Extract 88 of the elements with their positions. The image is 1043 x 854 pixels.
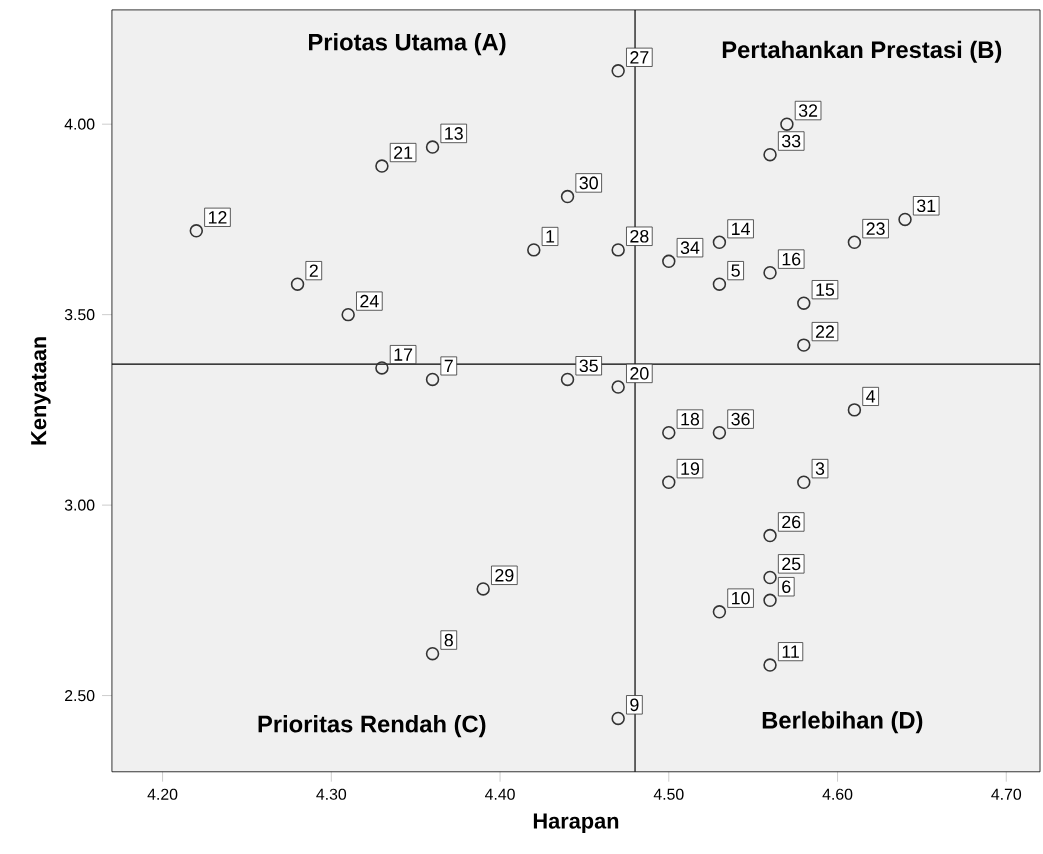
annotation: 10 xyxy=(732,591,750,605)
annotation: 27 xyxy=(630,51,649,64)
point xyxy=(611,380,625,394)
annotation: 16 xyxy=(782,252,801,266)
point xyxy=(898,212,912,227)
annotation: 1 xyxy=(546,230,555,243)
y-tick-label: 3.50 xyxy=(64,309,95,321)
annotation: 22 xyxy=(815,325,834,338)
point xyxy=(712,426,727,440)
point xyxy=(847,235,862,250)
annotation: 18 xyxy=(681,412,700,426)
annotation: 33 xyxy=(782,134,801,148)
annotation: 13 xyxy=(445,127,463,140)
annotation: Prioritas Rendah (C) xyxy=(258,715,486,738)
point xyxy=(290,277,305,291)
y-tick-label: 4.00 xyxy=(64,118,95,130)
point xyxy=(476,582,490,596)
annotation: 12 xyxy=(208,211,227,224)
point xyxy=(763,593,777,608)
annotation: 9 xyxy=(630,698,639,712)
x-tick-label: 4.20 xyxy=(147,788,178,800)
annotation: 28 xyxy=(630,229,649,243)
point xyxy=(763,147,777,162)
y-tick-label: 2.50 xyxy=(65,690,95,702)
x-tick-label: 4.70 xyxy=(991,788,1022,800)
x-tick-label: 4.50 xyxy=(653,788,684,800)
annotation: 36 xyxy=(731,412,750,426)
annotation: 15 xyxy=(816,283,835,296)
x-tick-label: 4.30 xyxy=(316,788,347,800)
annotation: 14 xyxy=(732,222,750,235)
annotation: 34 xyxy=(680,241,700,255)
annotation: 4 xyxy=(866,390,876,403)
annotation: 5 xyxy=(731,264,740,277)
point xyxy=(375,361,389,375)
point xyxy=(662,254,676,269)
annotation: 3 xyxy=(815,462,825,475)
point xyxy=(189,224,204,238)
point xyxy=(611,64,625,78)
point xyxy=(797,296,811,310)
point xyxy=(527,243,541,257)
point xyxy=(847,403,862,417)
annotation: 21 xyxy=(394,146,413,159)
annotation: Priotas Utama (A) xyxy=(309,33,506,56)
point xyxy=(780,117,794,131)
point xyxy=(341,307,355,322)
annotation: 20 xyxy=(630,367,649,380)
point xyxy=(375,159,389,173)
point xyxy=(425,140,440,154)
annotation: 31 xyxy=(916,199,936,213)
point xyxy=(712,605,727,619)
annotation: 6 xyxy=(782,580,791,594)
annotation: 19 xyxy=(681,462,700,475)
annotation: 7 xyxy=(444,359,453,373)
annotation: 32 xyxy=(798,104,818,117)
annotation: 35 xyxy=(579,359,598,373)
x-tick-label: 4.40 xyxy=(485,788,515,800)
point xyxy=(611,711,625,726)
point xyxy=(797,475,811,490)
point xyxy=(763,658,777,672)
annotation: Berlebihan (D) xyxy=(762,711,923,734)
point xyxy=(797,338,811,352)
annotation: 30 xyxy=(579,176,598,190)
point xyxy=(560,372,575,387)
annotation: Pertahankan Prestasi (B) xyxy=(722,40,1002,63)
annotation: 25 xyxy=(782,557,801,571)
y-tick-label: 3.00 xyxy=(64,499,95,511)
point xyxy=(763,528,777,543)
point xyxy=(425,372,440,387)
annotation: 11 xyxy=(782,645,799,658)
x-tick-label: 4.60 xyxy=(822,788,853,800)
point xyxy=(611,243,625,257)
annotation: 23 xyxy=(866,222,885,235)
annotation: 8 xyxy=(444,633,453,647)
point xyxy=(662,426,676,440)
point xyxy=(560,189,575,204)
annotation: 2 xyxy=(309,264,318,277)
point xyxy=(712,235,727,250)
annotation: 24 xyxy=(360,294,379,308)
point xyxy=(662,475,676,490)
annotation: 29 xyxy=(495,569,514,582)
point xyxy=(763,570,777,585)
point xyxy=(425,647,440,661)
annotation: 26 xyxy=(782,515,801,529)
point xyxy=(712,277,727,291)
y-axis-title: Kenyataan xyxy=(31,337,51,445)
annotation: 17 xyxy=(394,348,413,361)
point xyxy=(763,266,777,280)
x-axis-title: Harapan xyxy=(533,813,619,833)
